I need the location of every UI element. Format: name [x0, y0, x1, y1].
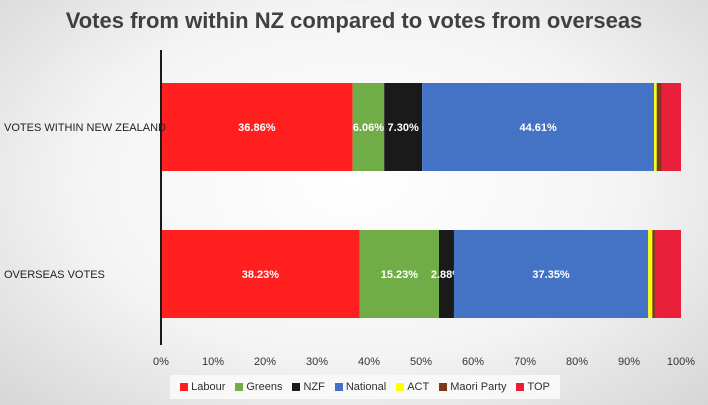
bar-segment-nzf [384, 83, 423, 171]
data-label: 44.61% [519, 122, 557, 134]
data-label: 7.30% [388, 122, 419, 134]
chart-title: Votes from within NZ compared to votes f… [65, 8, 643, 33]
x-tick-label: 90% [618, 356, 640, 368]
legend-item: Labour [180, 381, 225, 393]
legend-label: NZF [303, 381, 325, 393]
bar-segment-labour [161, 230, 360, 318]
x-tick-label: 70% [514, 356, 536, 368]
x-tick-label: 80% [566, 356, 588, 368]
x-tick-label: 60% [462, 356, 484, 368]
legend-swatch [180, 383, 189, 391]
legend-label: ACT [407, 381, 430, 393]
legend-swatch [334, 383, 343, 391]
legend-item: TOP [516, 381, 550, 393]
bar-segment-national [453, 230, 649, 318]
legend-label: Maori Party [450, 381, 507, 393]
chart-legend: Labour Greens NZF National ACT Maori Party TOP [170, 375, 560, 399]
legend-item: NZF [292, 381, 325, 393]
legend-swatch [396, 383, 405, 391]
bar-segment-nzf [438, 230, 454, 318]
bar-segment-greens [359, 230, 439, 318]
x-tick-label: 30% [306, 356, 328, 368]
legend-item: Maori Party [439, 381, 506, 393]
bar-segment-national [422, 83, 655, 171]
legend-swatch [516, 383, 525, 391]
bar-segment-top [654, 230, 681, 318]
category-label: VOTES WITHIN NEW ZEALAND [4, 122, 166, 134]
x-tick-label: 50% [410, 356, 432, 368]
legend-label: TOP [527, 381, 550, 393]
legend-item: ACT [396, 381, 429, 393]
legend-label: Greens [246, 381, 283, 393]
bar-segment-greens [352, 83, 385, 171]
bar-segment-act [654, 83, 657, 171]
data-label: 37.35% [532, 269, 570, 281]
x-tick-label: 10% [202, 356, 224, 368]
legend-swatch [235, 383, 244, 391]
x-tick-label: 0% [153, 356, 169, 368]
legend-label: National [345, 381, 387, 393]
data-label: 15.23% [381, 269, 419, 281]
x-tick-label: 20% [254, 356, 276, 368]
legend-swatch [292, 383, 301, 391]
legend-item: Greens [235, 381, 282, 393]
category-label: OVERSEAS VOTES [4, 269, 105, 281]
data-label: 38.23% [242, 269, 280, 281]
bar-segment-act [648, 230, 653, 318]
bar-segment-labour [161, 83, 353, 171]
data-label: 6.06% [353, 122, 384, 134]
bar-segment-top [661, 83, 681, 171]
bar-segment-maori-party [652, 230, 655, 318]
x-tick-label: 100% [667, 356, 695, 368]
data-label: 36.86% [238, 122, 276, 134]
bar-segment-maori-party [656, 83, 662, 171]
legend-swatch [439, 383, 448, 391]
x-tick-label: 40% [358, 356, 380, 368]
legend-label: Labour [191, 381, 226, 393]
legend-item: National [334, 381, 387, 393]
